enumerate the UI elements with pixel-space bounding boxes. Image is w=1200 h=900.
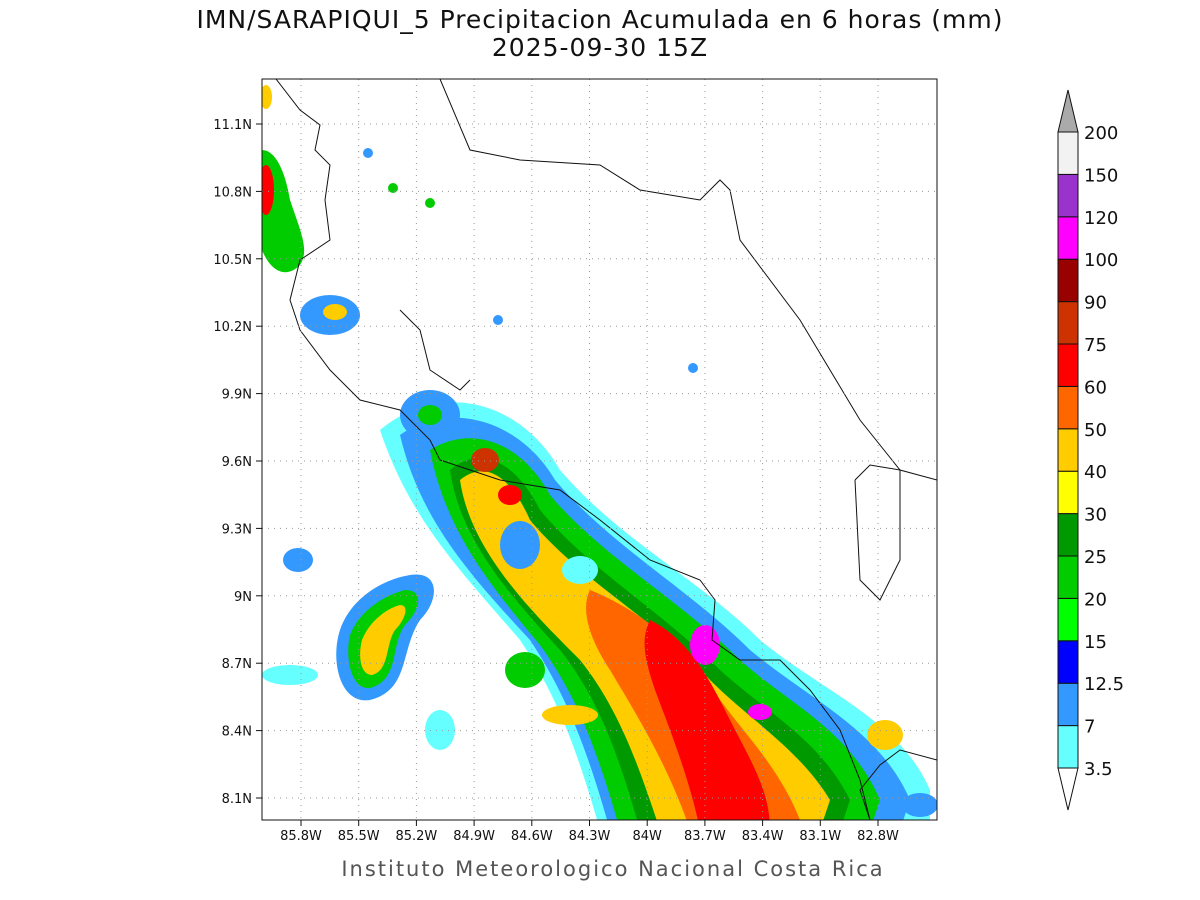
colorbar-label: 200 bbox=[1084, 123, 1118, 144]
lon-label: 83.1W bbox=[799, 829, 841, 844]
colorbar-label: 100 bbox=[1084, 250, 1118, 271]
map-frame bbox=[261, 78, 938, 821]
colorbar-box bbox=[1057, 173, 1079, 218]
colorbar-label: 30 bbox=[1084, 505, 1107, 526]
colorbar-box bbox=[1057, 725, 1079, 769]
colorbar-label: 3.5 bbox=[1084, 759, 1113, 780]
colorbar-label: 25 bbox=[1084, 547, 1107, 568]
lat-label: 10.8N bbox=[213, 185, 252, 200]
lat-label: 9.6N bbox=[222, 455, 252, 470]
colorbar-label: 20 bbox=[1084, 589, 1107, 610]
lon-label: 83.4W bbox=[742, 829, 784, 844]
colorbar: 3.5 7 12.5 15 20 25 30 40 50 60 75 90 100 120 150 200 bbox=[1057, 89, 1124, 811]
lat-label: 9.9N bbox=[222, 388, 252, 403]
colorbar-box bbox=[1057, 343, 1079, 387]
colorbar-box bbox=[1057, 597, 1079, 642]
colorbar-under bbox=[1057, 767, 1079, 811]
colorbar-box bbox=[1057, 216, 1079, 260]
colorbar-box bbox=[1057, 682, 1079, 727]
lat-label: 10.2N bbox=[213, 320, 252, 335]
colorbar-label: 75 bbox=[1084, 335, 1107, 356]
subtitle: 2025-09-30 15Z bbox=[492, 33, 708, 62]
colorbar-box bbox=[1057, 640, 1079, 684]
lat-label: 8.1N bbox=[222, 792, 252, 807]
colorbar-label: 50 bbox=[1084, 420, 1107, 441]
colorbar-box bbox=[1057, 301, 1079, 345]
colorbar-box bbox=[1057, 513, 1079, 557]
lon-label: 85.2W bbox=[395, 829, 437, 844]
lon-label: 85.8W bbox=[280, 829, 322, 844]
precip-field bbox=[262, 79, 937, 820]
colorbar-label: 12.5 bbox=[1084, 674, 1124, 695]
colorbar-box bbox=[1057, 555, 1079, 599]
footer: Instituto Meteorologico Nacional Costa R… bbox=[341, 857, 884, 881]
lon-label: 84.9W bbox=[453, 829, 495, 844]
lon-label: 85.5W bbox=[338, 829, 380, 844]
lat-label: 10.5N bbox=[213, 253, 252, 268]
lon-label: 83.7W bbox=[684, 829, 726, 844]
lat-label: 8.7N bbox=[222, 657, 252, 672]
lat-label: 9N bbox=[234, 590, 252, 605]
lat-label: 9.3N bbox=[222, 522, 252, 537]
colorbar-label: 90 bbox=[1084, 293, 1107, 314]
lon-label: 82.8W bbox=[857, 829, 899, 844]
colorbar-box bbox=[1057, 470, 1079, 515]
lon-label: 84W bbox=[632, 829, 662, 844]
lat-label: 8.4N bbox=[222, 725, 252, 740]
colorbar-label: 15 bbox=[1084, 632, 1107, 653]
colorbar-box bbox=[1057, 258, 1079, 303]
colorbar-box bbox=[1057, 131, 1079, 175]
axis-labels: 85.8W 85.5W 85.2W 84.9W 84.6W 84.3W 84W 83.7W 83… bbox=[213, 118, 899, 844]
colorbar-label: 60 bbox=[1084, 377, 1107, 398]
lon-label: 84.6W bbox=[511, 829, 553, 844]
colorbar-label: 7 bbox=[1084, 717, 1095, 738]
colorbar-label: 40 bbox=[1084, 462, 1107, 483]
title: IMN/SARAPIQUI_5 Precipitacion Acumulada … bbox=[196, 5, 1003, 34]
lon-label: 84.3W bbox=[569, 829, 611, 844]
colorbar-label: 150 bbox=[1084, 165, 1118, 186]
colorbar-box bbox=[1057, 428, 1079, 472]
colorbar-label: 120 bbox=[1084, 208, 1118, 229]
colorbar-box bbox=[1057, 385, 1079, 430]
lat-label: 11.1N bbox=[213, 118, 252, 133]
colorbar-over bbox=[1057, 89, 1079, 133]
